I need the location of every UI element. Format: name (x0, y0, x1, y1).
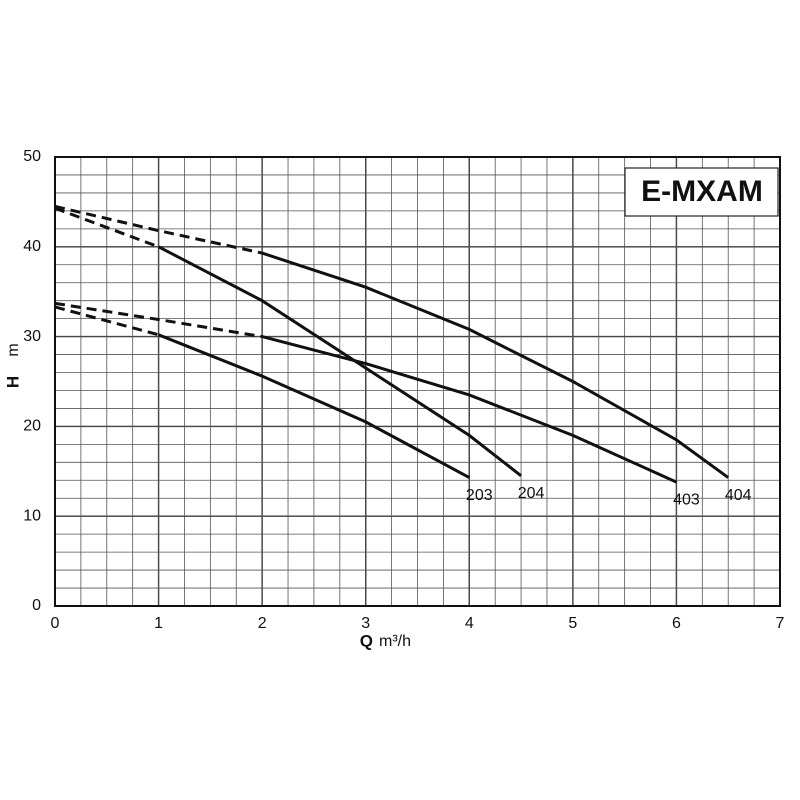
dashed-curve (54, 301, 263, 339)
curve (157, 245, 522, 477)
dashed-curve (54, 305, 159, 337)
x-axis-label: Q (360, 631, 373, 650)
y-axis-unit: m (5, 343, 22, 356)
x-axis-unit: m³/h (379, 633, 411, 650)
x-tick-label: 3 (361, 615, 370, 632)
x-tick-label: 0 (51, 615, 60, 632)
x-tick-label: 2 (258, 615, 267, 632)
x-tick-label: 4 (465, 615, 474, 632)
curve-label: 204 (518, 485, 545, 502)
curve (158, 333, 470, 479)
dashed-curve (54, 206, 160, 249)
chart-title: E-MXAM (641, 175, 763, 208)
y-tick-label: 10 (23, 507, 41, 524)
curve (261, 251, 730, 479)
y-tick-label: 40 (23, 238, 41, 255)
curve (261, 335, 678, 484)
x-tick-label: 1 (154, 615, 163, 632)
x-tick-label: 5 (568, 615, 577, 632)
y-tick-label: 0 (32, 597, 41, 614)
y-tick-label: 30 (23, 328, 41, 345)
curve-label: 404 (725, 487, 752, 504)
title-box (624, 167, 779, 217)
x-tick-label: 7 (776, 615, 785, 632)
y-tick-label: 50 (23, 148, 41, 165)
y-axis-label: H (3, 376, 22, 388)
dashed-curve (54, 204, 263, 255)
y-tick-label: 20 (23, 418, 41, 435)
curve-label: 403 (673, 491, 700, 508)
curve-label: 203 (466, 487, 493, 504)
x-tick-label: 6 (672, 615, 681, 632)
plot-frame (54, 156, 781, 607)
